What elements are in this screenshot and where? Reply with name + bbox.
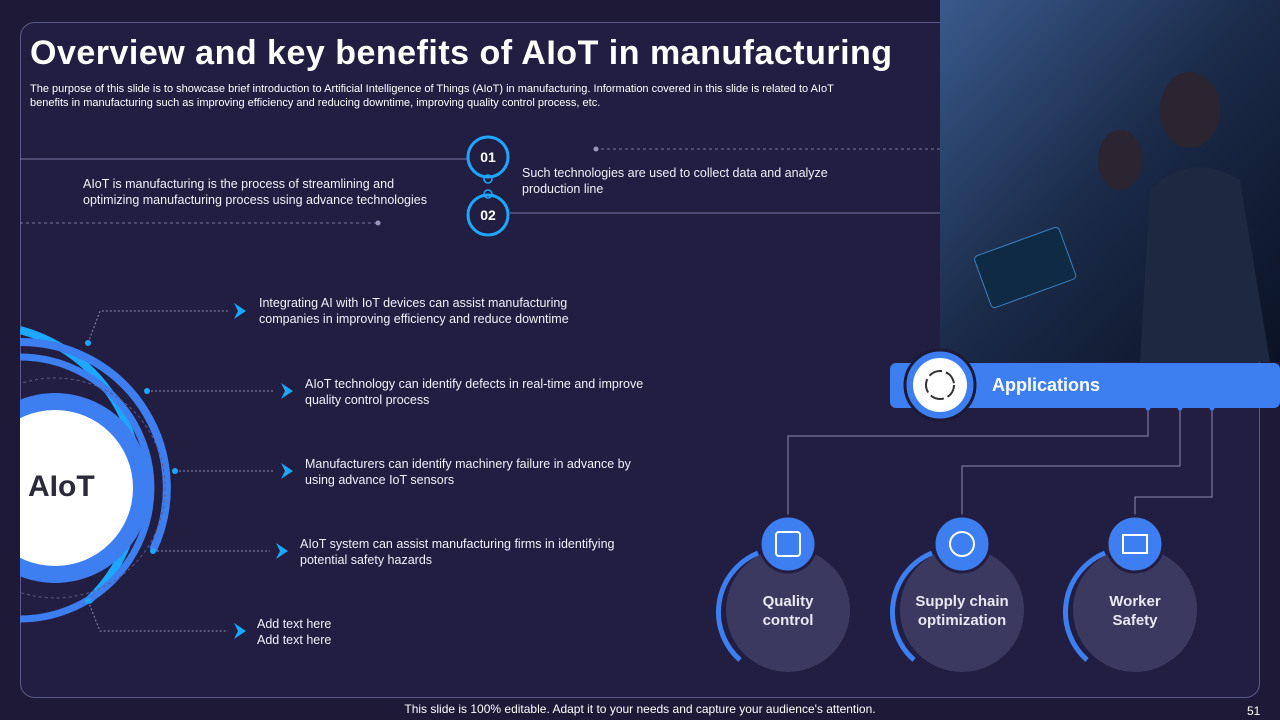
benefit-connectors: [87, 310, 275, 632]
dot: [375, 220, 381, 226]
benefit: AIoT technology can identify defects in …: [305, 376, 643, 408]
applications-title: Applications: [992, 375, 1101, 395]
intro-right: Such technologies are used to collect da…: [522, 165, 828, 197]
text-line: optimization: [917, 612, 1007, 629]
step-number: 02: [480, 207, 496, 223]
text-line: Manufacturers can identify machinery fai…: [305, 457, 631, 471]
benefit: Add text here Add text here: [257, 616, 331, 648]
text-line: Worker: [1109, 593, 1161, 610]
text-line: Such technologies are used to collect da…: [522, 166, 828, 180]
step-circle: [466, 135, 510, 179]
text-line: AIoT is manufacturing is the process of …: [83, 177, 395, 191]
subtitle: The purpose of this slide is to showcase…: [30, 82, 834, 110]
text-line: Add text here: [257, 633, 332, 647]
applications-bar: [890, 363, 1280, 408]
text-line: AIoT technology can identify defects in …: [305, 377, 644, 391]
dot: [593, 146, 599, 152]
text-line: control: [762, 612, 814, 629]
hub: [0, 300, 171, 700]
application: Worker Safety: [1060, 592, 1210, 630]
subtitle-line: The purpose of this slide is to showcase…: [30, 83, 834, 95]
photo-figure: [1160, 72, 1220, 148]
benefit-arrows: [85, 303, 293, 639]
intro-left: AIoT is manufacturing is the process of …: [83, 176, 427, 208]
text-line: Add text here: [257, 617, 332, 631]
application: Quality control: [713, 592, 863, 630]
app-circles: [716, 514, 1197, 672]
text-line: potential safety hazards: [300, 553, 433, 567]
hub-label: AIoT: [28, 470, 95, 503]
step-number: 01: [480, 149, 496, 165]
text-line: quality control process: [305, 393, 430, 407]
text-line: Supply chain: [915, 593, 1009, 610]
photo-figure: [1140, 167, 1270, 362]
step-circle: [466, 193, 510, 237]
application: Supply chain optimization: [887, 592, 1037, 630]
icon: [925, 370, 955, 400]
text-line: Quality: [762, 593, 814, 610]
text-line: optimizing manufacturing process using a…: [83, 193, 427, 207]
title: Overview and key benefits of AIoT in man…: [30, 34, 893, 72]
benefit: AIoT system can assist manufacturing fir…: [300, 536, 614, 568]
text-line: production line: [522, 182, 604, 196]
dot: [483, 174, 493, 184]
page-number: 51: [1247, 704, 1261, 718]
dot: [483, 189, 493, 199]
subtitle-line: benefits in manufacturing such as improv…: [30, 97, 601, 109]
benefit: Integrating AI with IoT devices can assi…: [259, 295, 569, 327]
footer-note: This slide is 100% editable. Adapt it to…: [404, 702, 876, 716]
icon: [913, 358, 967, 412]
text-line: Integrating AI with IoT devices can assi…: [259, 296, 568, 310]
connectors: [787, 408, 1213, 517]
photo-tablet: [974, 226, 1077, 309]
text-line: companies in improving efficiency and re…: [259, 312, 569, 326]
benefit: Manufacturers can identify machinery fai…: [305, 456, 631, 488]
text-line: AIoT system can assist manufacturing fir…: [300, 537, 615, 551]
photo-figure: [1098, 130, 1142, 190]
text-line: using advance IoT sensors: [305, 473, 455, 487]
text-line: Safety: [1112, 612, 1158, 629]
